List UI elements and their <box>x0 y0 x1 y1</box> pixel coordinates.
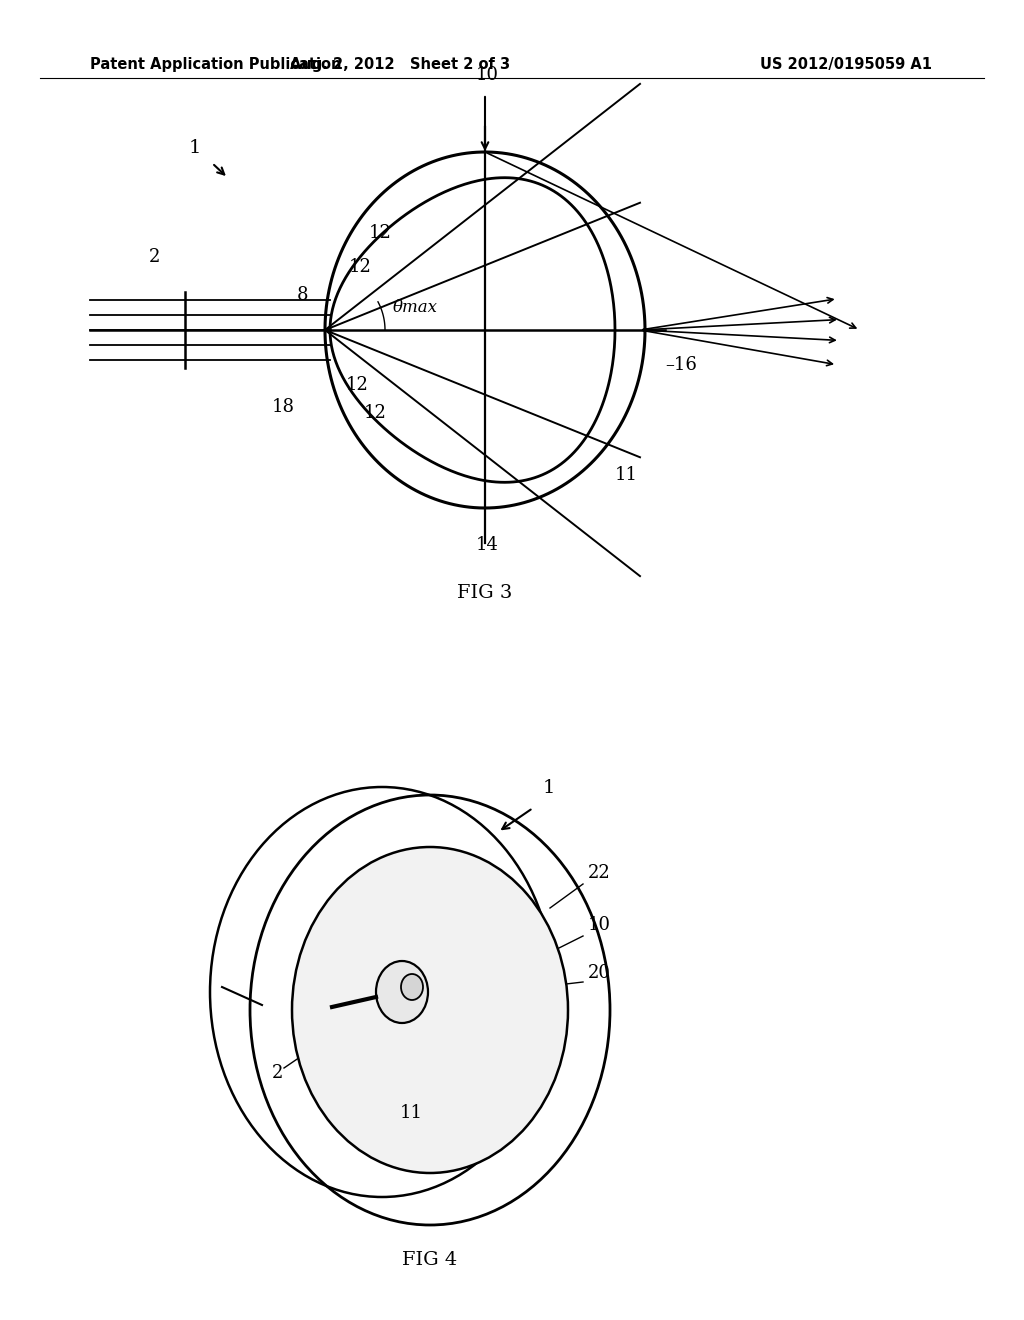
Text: θmax: θmax <box>393 300 438 315</box>
Ellipse shape <box>376 961 428 1023</box>
Text: –16: –16 <box>665 356 697 374</box>
Text: Patent Application Publication: Patent Application Publication <box>90 58 341 73</box>
Text: 10: 10 <box>588 916 611 935</box>
Text: 10: 10 <box>475 66 499 84</box>
Ellipse shape <box>401 974 423 1001</box>
Text: 12: 12 <box>345 376 369 393</box>
Text: 11: 11 <box>615 466 638 484</box>
Text: 8: 8 <box>297 286 309 304</box>
Text: 18: 18 <box>271 399 295 416</box>
Text: 1: 1 <box>543 779 555 797</box>
Text: 12: 12 <box>364 404 386 422</box>
Text: 11: 11 <box>400 1104 423 1122</box>
Text: 22: 22 <box>588 865 610 882</box>
Text: 2: 2 <box>150 248 161 267</box>
Text: US 2012/0195059 A1: US 2012/0195059 A1 <box>760 58 932 73</box>
Text: 12: 12 <box>369 224 391 242</box>
Text: FIG 3: FIG 3 <box>458 583 513 602</box>
Text: 20: 20 <box>588 964 611 982</box>
Text: Aug. 2, 2012   Sheet 2 of 3: Aug. 2, 2012 Sheet 2 of 3 <box>290 58 510 73</box>
Text: 14: 14 <box>475 536 499 554</box>
Text: 12: 12 <box>348 257 372 276</box>
Text: FIG 4: FIG 4 <box>402 1251 458 1269</box>
Text: 1: 1 <box>188 139 201 157</box>
Ellipse shape <box>292 847 568 1173</box>
Text: 2: 2 <box>272 1064 284 1082</box>
